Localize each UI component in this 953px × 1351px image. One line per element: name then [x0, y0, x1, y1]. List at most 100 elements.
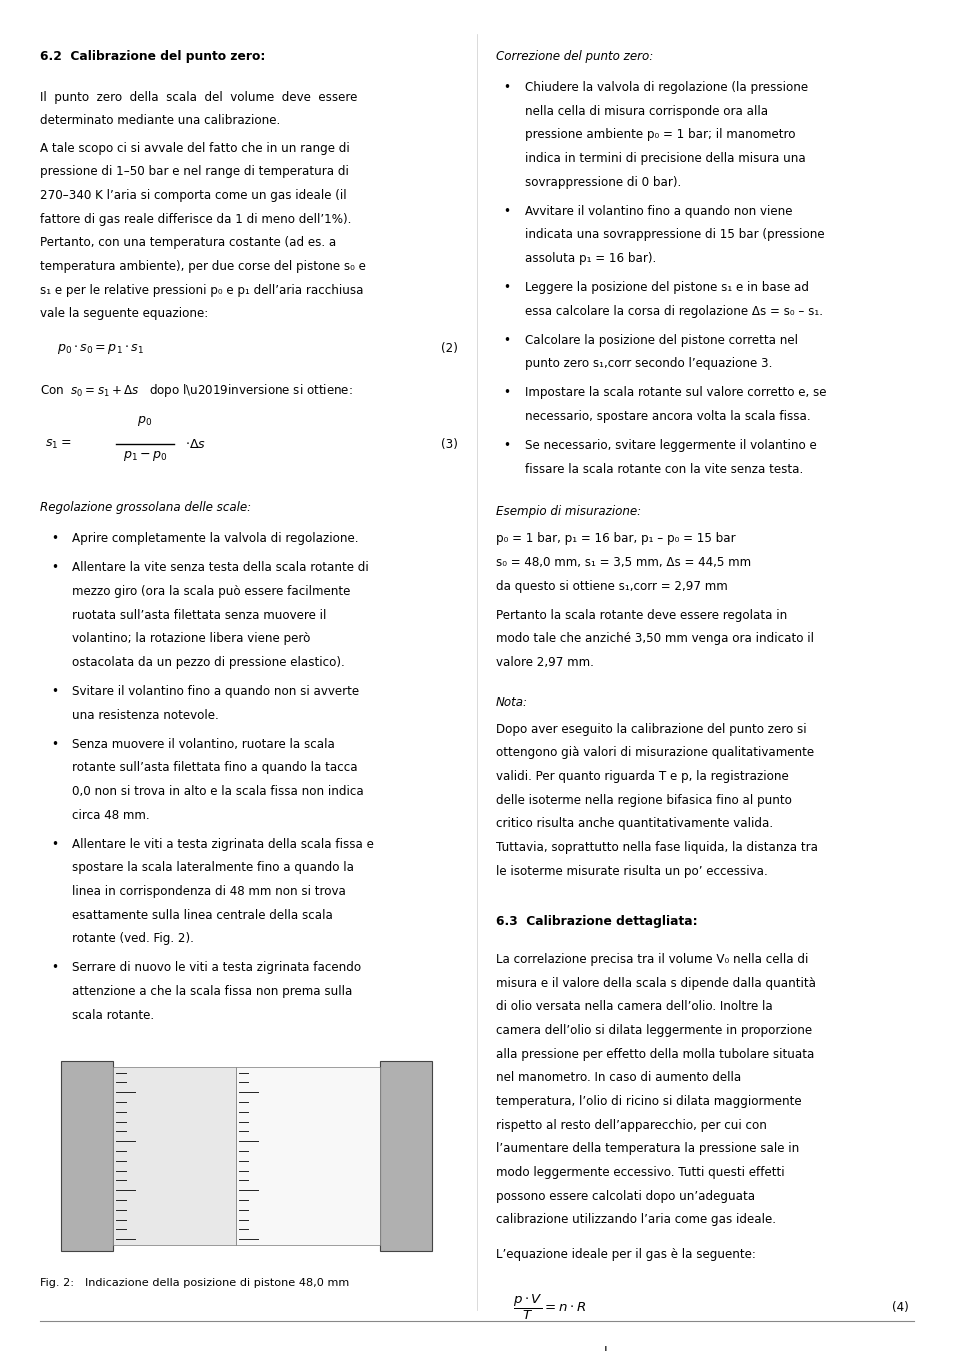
Text: punto zero s₁,corr secondo l’equazione 3.: punto zero s₁,corr secondo l’equazione 3… [524, 357, 771, 370]
Bar [379, 1061, 432, 1251]
Bar [45, 1046, 448, 1262]
Text: $s_1 =$: $s_1 =$ [45, 438, 71, 451]
Text: 6.2  Calibrazione del punto zero:: 6.2 Calibrazione del punto zero: [40, 50, 265, 63]
Text: Svitare il volantino fino a quando non si avverte: Svitare il volantino fino a quando non s… [71, 685, 358, 698]
Text: •: • [51, 838, 58, 851]
Text: 6.3  Calibrazione dettagliata:: 6.3 Calibrazione dettagliata: [496, 915, 697, 928]
Text: $\cdot \Delta s$: $\cdot \Delta s$ [185, 438, 206, 451]
Text: Fig. 2:   Indicazione della posizione di pistone 48,0 mm: Fig. 2: Indicazione della posizione di p… [40, 1278, 349, 1288]
Text: (4): (4) [891, 1301, 908, 1313]
Text: Aprire completamente la valvola di regolazione.: Aprire completamente la valvola di regol… [71, 532, 357, 546]
Text: pressione di 1–50 bar e nel range di temperatura di: pressione di 1–50 bar e nel range di tem… [40, 166, 349, 178]
Text: Se necessario, svitare leggermente il volantino e: Se necessario, svitare leggermente il vo… [524, 439, 816, 453]
Text: assoluta p₁ = 16 bar).: assoluta p₁ = 16 bar). [524, 251, 656, 265]
Text: 270–340 K l’aria si comporta come un gas ideale (il: 270–340 K l’aria si comporta come un gas… [40, 189, 346, 203]
Text: l’aumentare della temperatura la pressione sale in: l’aumentare della temperatura la pressio… [496, 1142, 799, 1155]
Text: ruotata sull’asta filettata senza muovere il: ruotata sull’asta filettata senza muover… [71, 608, 326, 621]
Text: le isoterme misurate risulta un po’ eccessiva.: le isoterme misurate risulta un po’ ecce… [496, 865, 767, 878]
Text: circa 48 mm.: circa 48 mm. [71, 808, 149, 821]
Text: indica in termini di precisione della misura una: indica in termini di precisione della mi… [524, 153, 804, 165]
Text: temperatura ambiente), per due corse del pistone s₀ e: temperatura ambiente), per due corse del… [40, 259, 366, 273]
Text: •: • [503, 439, 510, 453]
Text: $\mathrm{J}$: $\mathrm{J}$ [602, 1344, 608, 1351]
Text: Avvitare il volantino fino a quando non viene: Avvitare il volantino fino a quando non … [524, 204, 791, 218]
Bar [113, 1067, 235, 1244]
Text: misura e il valore della scala s dipende dalla quantità: misura e il valore della scala s dipende… [496, 977, 815, 990]
Text: nel manometro. In caso di aumento della: nel manometro. In caso di aumento della [496, 1071, 740, 1085]
Text: spostare la scala lateralmente fino a quando la: spostare la scala lateralmente fino a qu… [71, 861, 354, 874]
Text: Regolazione grossolana delle scale:: Regolazione grossolana delle scale: [40, 501, 251, 515]
Text: indicata una sovrappressione di 15 bar (pressione: indicata una sovrappressione di 15 bar (… [524, 228, 823, 242]
Text: di olio versata nella camera dell’olio. Inoltre la: di olio versata nella camera dell’olio. … [496, 1000, 772, 1013]
Text: pressione ambiente p₀ = 1 bar; il manometro: pressione ambiente p₀ = 1 bar; il manome… [524, 128, 795, 142]
Text: (2): (2) [440, 342, 457, 355]
Text: esattamente sulla linea centrale della scala: esattamente sulla linea centrale della s… [71, 908, 332, 921]
Text: Dopo aver eseguito la calibrazione del punto zero si: Dopo aver eseguito la calibrazione del p… [496, 723, 806, 736]
Text: •: • [51, 961, 58, 974]
Text: Allentare la vite senza testa della scala rotante di: Allentare la vite senza testa della scal… [71, 561, 368, 574]
Text: •: • [503, 334, 510, 347]
Text: fissare la scala rotante con la vite senza testa.: fissare la scala rotante con la vite sen… [524, 462, 802, 476]
Text: •: • [503, 81, 510, 95]
Text: temperatura, l’olio di ricino si dilata maggiormente: temperatura, l’olio di ricino si dilata … [496, 1094, 801, 1108]
Text: nella cella di misura corrisponde ora alla: nella cella di misura corrisponde ora al… [524, 105, 767, 118]
Text: Esempio di misurazione:: Esempio di misurazione: [496, 505, 640, 519]
Text: valore 2,97 mm.: valore 2,97 mm. [496, 655, 594, 669]
Text: vale la seguente equazione:: vale la seguente equazione: [40, 307, 208, 320]
Text: modo leggermente eccessivo. Tutti questi effetti: modo leggermente eccessivo. Tutti questi… [496, 1166, 784, 1179]
Text: Senza muovere il volantino, ruotare la scala: Senza muovere il volantino, ruotare la s… [71, 738, 335, 751]
Text: •: • [503, 204, 510, 218]
Text: modo tale che anziché 3,50 mm venga ora indicato il: modo tale che anziché 3,50 mm venga ora … [496, 632, 813, 646]
Text: Impostare la scala rotante sul valore corretto e, se: Impostare la scala rotante sul valore co… [524, 386, 825, 400]
Text: delle isoterme nella regione bifasica fino al punto: delle isoterme nella regione bifasica fi… [496, 793, 791, 807]
Text: Con  $s_0 = s_1 + \Delta s$   dopo l\u2019inversione si ottiene:: Con $s_0 = s_1 + \Delta s$ dopo l\u2019i… [40, 382, 353, 400]
Text: s₁ e per le relative pressioni p₀ e p₁ dell’aria racchiusa: s₁ e per le relative pressioni p₀ e p₁ d… [40, 284, 363, 297]
Text: Pertanto, con una temperatura costante (ad es. a: Pertanto, con una temperatura costante (… [40, 236, 336, 250]
Text: Il  punto  zero  della  scala  del  volume  deve  essere: Il punto zero della scala del volume dev… [40, 91, 357, 104]
Text: La correlazione precisa tra il volume V₀ nella cella di: La correlazione precisa tra il volume V₀… [496, 952, 807, 966]
Text: calibrazione utilizzando l’aria come gas ideale.: calibrazione utilizzando l’aria come gas… [496, 1213, 776, 1227]
Text: s₀ = 48,0 mm, s₁ = 3,5 mm, Δs = 44,5 mm: s₀ = 48,0 mm, s₁ = 3,5 mm, Δs = 44,5 mm [496, 555, 750, 569]
Text: linea in corrispondenza di 48 mm non si trova: linea in corrispondenza di 48 mm non si … [71, 885, 345, 898]
Text: Pertanto la scala rotante deve essere regolata in: Pertanto la scala rotante deve essere re… [496, 608, 786, 621]
Text: rotante (ved. Fig. 2).: rotante (ved. Fig. 2). [71, 932, 193, 946]
Text: Nota:: Nota: [496, 696, 528, 709]
Text: Tuttavia, soprattutto nella fase liquida, la distanza tra: Tuttavia, soprattutto nella fase liquida… [496, 840, 818, 854]
Text: rotante sull’asta filettata fino a quando la tacca: rotante sull’asta filettata fino a quand… [71, 761, 356, 774]
Text: $p_0$: $p_0$ [137, 415, 152, 428]
Text: Serrare di nuovo le viti a testa zigrinata facendo: Serrare di nuovo le viti a testa zigrina… [71, 961, 360, 974]
Text: determinato mediante una calibrazione.: determinato mediante una calibrazione. [40, 115, 280, 127]
Text: mezzo giro (ora la scala può essere facilmente: mezzo giro (ora la scala può essere faci… [71, 585, 350, 598]
Text: $p_0 \cdot s_0 = p_1 \cdot s_1$: $p_0 \cdot s_0 = p_1 \cdot s_1$ [57, 342, 144, 355]
Text: $p_1 - p_0$: $p_1 - p_0$ [123, 449, 167, 462]
Text: da questo si ottiene s₁,corr = 2,97 mm: da questo si ottiene s₁,corr = 2,97 mm [496, 580, 727, 593]
Text: •: • [51, 532, 58, 546]
Text: 0,0 non si trova in alto e la scala fissa non indica: 0,0 non si trova in alto e la scala fiss… [71, 785, 363, 798]
Text: A tale scopo ci si avvale del fatto che in un range di: A tale scopo ci si avvale del fatto che … [40, 142, 350, 155]
Text: necessario, spostare ancora volta la scala fissa.: necessario, spostare ancora volta la sca… [524, 409, 809, 423]
Text: (3): (3) [440, 438, 457, 451]
Text: •: • [51, 561, 58, 574]
Text: possono essere calcolati dopo un’adeguata: possono essere calcolati dopo un’adeguat… [496, 1189, 755, 1202]
Bar [61, 1061, 113, 1251]
Text: sovrappressione di 0 bar).: sovrappressione di 0 bar). [524, 176, 680, 189]
Text: fattore di gas reale differisce da 1 di meno dell’1%).: fattore di gas reale differisce da 1 di … [40, 212, 351, 226]
Text: volantino; la rotazione libera viene però: volantino; la rotazione libera viene per… [71, 632, 310, 646]
Text: ottengono già valori di misurazione qualitativamente: ottengono già valori di misurazione qual… [496, 746, 813, 759]
Text: una resistenza notevole.: una resistenza notevole. [71, 708, 218, 721]
Text: critico risulta anche quantitativamente valida.: critico risulta anche quantitativamente … [496, 817, 772, 831]
Text: •: • [51, 738, 58, 751]
Text: L’equazione ideale per il gas è la seguente:: L’equazione ideale per il gas è la segue… [496, 1247, 755, 1260]
Text: validi. Per quanto riguarda T e p, la registrazione: validi. Per quanto riguarda T e p, la re… [496, 770, 788, 784]
Text: $\dfrac{p \cdot V}{T} = n \cdot R$: $\dfrac{p \cdot V}{T} = n \cdot R$ [513, 1293, 586, 1321]
Bar [235, 1067, 379, 1244]
Text: p₀ = 1 bar, p₁ = 16 bar, p₁ – p₀ = 15 bar: p₀ = 1 bar, p₁ = 16 bar, p₁ – p₀ = 15 ba… [496, 532, 735, 546]
Text: scala rotante.: scala rotante. [71, 1008, 153, 1021]
Text: rispetto al resto dell’apparecchio, per cui con: rispetto al resto dell’apparecchio, per … [496, 1119, 766, 1132]
Text: Calcolare la posizione del pistone corretta nel: Calcolare la posizione del pistone corre… [524, 334, 797, 347]
Text: attenzione a che la scala fissa non prema sulla: attenzione a che la scala fissa non prem… [71, 985, 352, 998]
Text: Allentare le viti a testa zigrinata della scala fissa e: Allentare le viti a testa zigrinata dell… [71, 838, 373, 851]
Text: camera dell’olio si dilata leggermente in proporzione: camera dell’olio si dilata leggermente i… [496, 1024, 811, 1038]
Text: alla pressione per effetto della molla tubolare situata: alla pressione per effetto della molla t… [496, 1047, 814, 1061]
Text: •: • [503, 386, 510, 400]
